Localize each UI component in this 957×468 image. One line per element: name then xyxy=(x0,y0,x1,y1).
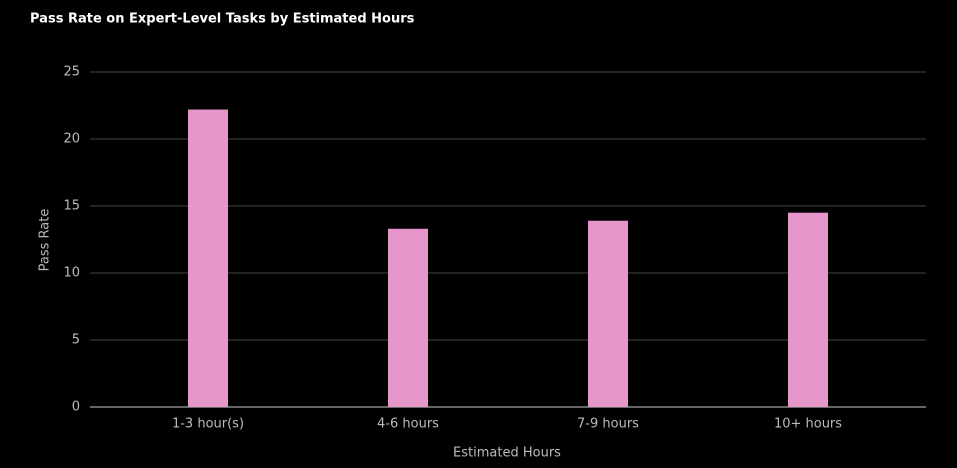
x-tick-label: 4-6 hours xyxy=(377,417,439,432)
y-tick-label: 0 xyxy=(72,400,80,415)
x-tick-label: 7-9 hours xyxy=(577,417,639,432)
y-tick-label: 20 xyxy=(63,132,80,147)
bar xyxy=(588,220,628,407)
y-tick-label: 15 xyxy=(63,199,80,214)
y-axis-label: Pass Rate xyxy=(38,209,53,272)
chart-title: Pass Rate on Expert-Level Tasks by Estim… xyxy=(30,12,415,27)
x-axis-label: Estimated Hours xyxy=(453,446,561,461)
y-tick-label: 5 xyxy=(72,333,80,348)
bar xyxy=(188,109,228,408)
bar xyxy=(388,228,428,407)
y-tick-label: 25 xyxy=(63,65,80,80)
x-tick-label: 1-3 hour(s) xyxy=(172,417,244,432)
x-tick-label: 10+ hours xyxy=(774,417,842,432)
bar xyxy=(788,212,828,407)
y-tick-label: 10 xyxy=(63,266,80,281)
